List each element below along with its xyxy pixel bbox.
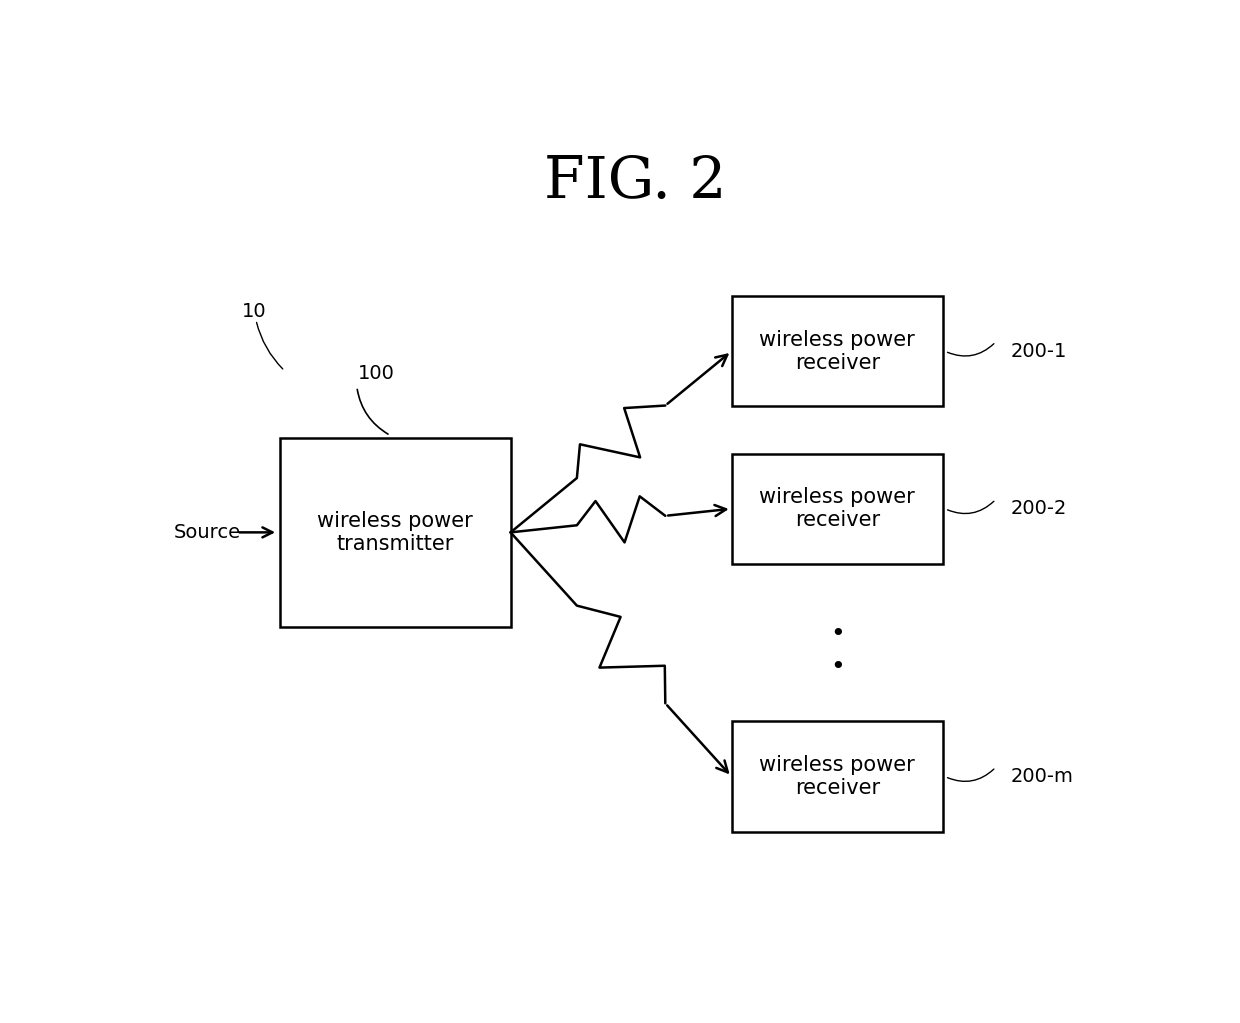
Text: wireless power
transmitter: wireless power transmitter — [317, 510, 474, 554]
Text: 200-2: 200-2 — [1011, 499, 1066, 519]
Text: 100: 100 — [357, 364, 394, 383]
Text: 200-m: 200-m — [1011, 767, 1073, 786]
Bar — [732, 453, 942, 564]
Text: 200-1: 200-1 — [1011, 342, 1066, 361]
Text: •
•: • • — [830, 622, 844, 679]
Text: Source: Source — [174, 523, 242, 542]
Bar — [732, 296, 942, 406]
Text: wireless power
receiver: wireless power receiver — [759, 329, 915, 372]
Bar — [732, 721, 942, 832]
Text: 10: 10 — [242, 303, 267, 321]
Text: FIG. 2: FIG. 2 — [544, 154, 727, 211]
Text: wireless power
receiver: wireless power receiver — [759, 755, 915, 798]
Text: wireless power
receiver: wireless power receiver — [759, 487, 915, 530]
Bar — [280, 438, 511, 627]
